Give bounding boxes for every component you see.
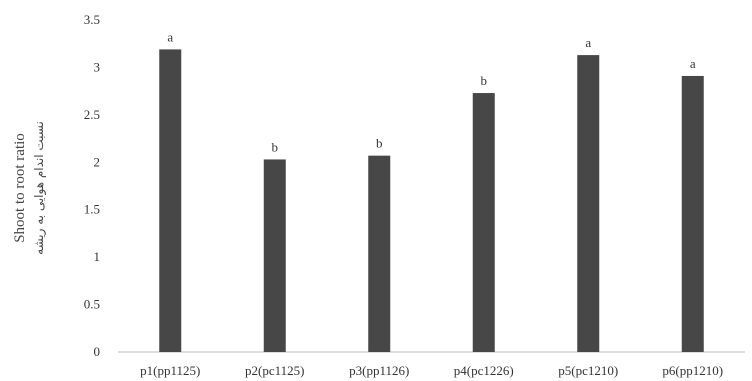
x-tick-label: p5(pc1210) (558, 363, 618, 378)
significance-label: b (272, 139, 279, 154)
y-tick-label: 3 (94, 59, 101, 74)
y-tick-label: 1.5 (84, 202, 100, 217)
significance-label: b (376, 136, 383, 151)
significance-label: b (481, 73, 488, 88)
bar (682, 76, 704, 352)
y-axis-title: Shoot to root ratio (12, 133, 28, 243)
y-axis-ticks: 0 0.5 1 1.5 2 2.5 3 3.5 (84, 12, 100, 359)
x-tick-label: p6(pp1210) (662, 363, 723, 378)
x-tick-label: p3(pp1126) (349, 363, 409, 378)
significance-label: a (167, 29, 173, 44)
y-tick-label: 2.5 (84, 107, 100, 122)
x-tick-label: p4(pc1226) (454, 363, 514, 378)
bar (159, 49, 181, 352)
significance-label: a (585, 35, 591, 50)
significance-label: a (690, 56, 696, 71)
x-tick-label: p2(pc1125) (245, 363, 304, 378)
y-tick-label: 1 (94, 249, 101, 264)
y-tick-label: 3.5 (84, 12, 100, 27)
bar (473, 93, 495, 352)
significance-labels: a b b b a a (167, 29, 696, 154)
x-axis-tick-labels: p1(pp1125) p2(pc1125) p3(pp1126) p4(pc1226)… (140, 363, 723, 378)
y-axis-title-group: Shoot to root ratio نسبت اندام هوایی به … (12, 121, 47, 255)
y-tick-label: 0 (94, 344, 101, 359)
x-tick-label: p1(pp1125) (140, 363, 200, 378)
bar (577, 55, 599, 352)
y-tick-label: 2 (94, 154, 101, 169)
bar (368, 156, 390, 352)
bars-group (159, 49, 704, 352)
y-tick-label: 0.5 (84, 297, 100, 312)
y-axis-title-secondary: نسبت اندام هوایی به ریشه (32, 121, 47, 255)
bar (264, 159, 286, 352)
